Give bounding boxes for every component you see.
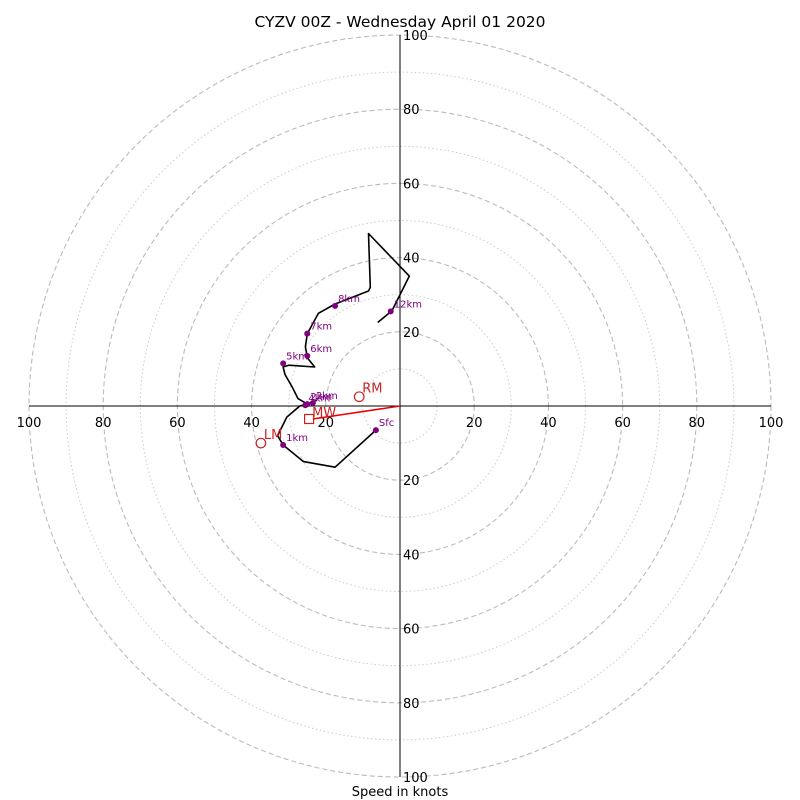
storm-marker-mw [304,413,315,425]
height-marker-4km [302,402,309,409]
tick-label: 60 [403,623,420,638]
tick-label: 60 [614,416,631,431]
tick-label: 40 [540,416,557,431]
height-marker-6km [304,352,311,359]
tick-label: 60 [169,416,186,431]
height-marker-8km [332,302,339,309]
tick-label: 100 [17,416,42,431]
height-label-5km: 5km [286,351,308,362]
height-marker-sfc [372,427,379,434]
tick-label: 40 [403,252,420,267]
tick-label: 100 [759,416,784,431]
tick-label: 40 [403,548,420,563]
tick-label: 100 [403,29,428,44]
storm-marker-lm [255,437,267,449]
height-marker-5km [280,360,287,367]
height-label-6km: 6km [310,344,332,355]
storm-label-lm: LM [264,428,282,443]
height-label-2km: 2km [310,392,332,403]
storm-motion: RM LM MW [255,382,401,449]
height-label-1km: 1km [286,433,308,444]
height-label-4km: 4km [308,393,330,404]
tick-label: 80 [689,416,706,431]
height-marker-7km [304,330,311,337]
tick-label: 80 [95,416,112,431]
chart-title: CYZV 00Z - Wednesday April 01 2020 [254,13,545,31]
tick-label: 20 [318,416,335,431]
x-axis-title: Speed in knots [352,785,449,800]
height-label-sfc: Sfc [379,418,394,429]
height-label-7km: 7km [310,322,332,333]
tick-label: 40 [243,416,260,431]
height-label-12km: 12km [394,299,422,310]
storm-motion-vector [312,405,401,420]
tick-label: 20 [403,474,420,489]
height-label-8km: 8km [338,294,360,305]
height-marker-12km [387,308,394,315]
tick-label: 80 [403,103,420,118]
tick-label: 20 [403,326,420,341]
tick-labels: 20 20 20 20 40 40 40 40 60 60 60 60 80 80 80 80 100 100 10… [17,29,784,786]
storm-label-rm: RM [362,382,382,397]
tick-label: 20 [466,416,483,431]
height-marker-3km [309,400,316,407]
height-marker-1km [280,441,287,448]
hodograph-line [276,232,411,469]
storm-marker-rm [353,391,365,403]
tick-label: 60 [403,177,420,192]
storm-label-mw: MW [312,406,336,421]
tick-label: 80 [403,697,420,712]
height-label-3km: 3km [316,391,338,402]
tick-label: 100 [403,771,428,786]
